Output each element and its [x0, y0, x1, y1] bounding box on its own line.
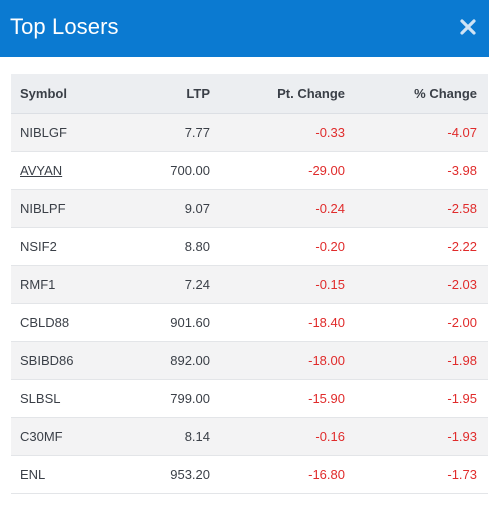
pt-change-cell: -18.40 [308, 314, 345, 330]
ltp-cell: 7.77 [184, 124, 210, 140]
ltp-cell: 8.80 [184, 238, 210, 254]
ltp-cell: 8.14 [184, 428, 210, 444]
pct-change-cell: -2.58 [447, 200, 477, 216]
symbol-cell: ENL [11, 455, 120, 493]
symbol-cell: NSIF2 [11, 227, 120, 265]
symbol-text: ENL [20, 466, 46, 482]
table-row: SBIBD86 892.00 -18.00 -1.98 [11, 341, 488, 379]
losers-table-wrapper: Symbol LTP Pt. Change % Change NIBLGF 7.7… [11, 74, 488, 494]
pct-change-cell: -1.73 [447, 466, 477, 482]
table-header-row: Symbol LTP Pt. Change % Change [11, 74, 488, 114]
symbol-cell: SBIBD86 [11, 341, 120, 379]
table-row: NIBLPF 9.07 -0.24 -2.58 [11, 189, 488, 227]
table-row: CBLD88 901.60 -18.40 -2.00 [11, 303, 488, 341]
symbol-text: C30MF [20, 428, 63, 444]
symbol-cell: RMF1 [11, 265, 120, 303]
pt-change-cell: -0.16 [315, 428, 345, 444]
symbol-text: NIBLPF [20, 200, 66, 216]
symbol-link[interactable]: AVYAN [20, 162, 63, 178]
symbol-text: NIBLGF [20, 124, 67, 140]
symbol-cell: NIBLGF [11, 113, 120, 151]
pct-change-cell: -1.95 [447, 390, 477, 406]
symbol-text: CBLD88 [20, 314, 70, 330]
pct-change-cell: -1.93 [447, 428, 477, 444]
symbol-cell: SLBSL [11, 379, 120, 417]
column-header-pt-change: Pt. Change [210, 74, 345, 114]
pct-change-cell: -2.00 [447, 314, 477, 330]
table-row: RMF1 7.24 -0.15 -2.03 [11, 265, 488, 303]
symbol-cell: AVYAN [11, 151, 120, 189]
symbol-text: NSIF2 [20, 238, 57, 254]
pt-change-cell: -18.00 [308, 352, 345, 368]
symbol-cell: NIBLPF [11, 189, 120, 227]
pt-change-cell: -29.00 [308, 162, 345, 178]
ltp-cell: 9.07 [184, 200, 210, 216]
modal-title: Top Losers [10, 14, 119, 39]
pt-change-cell: -0.24 [315, 200, 345, 216]
ltp-cell: 892.00 [170, 352, 210, 368]
table-row: AVYAN 700.00 -29.00 -3.98 [11, 151, 488, 189]
close-icon[interactable] [459, 18, 477, 36]
column-header-symbol: Symbol [11, 74, 120, 114]
ltp-cell: 901.60 [170, 314, 210, 330]
table-row: NIBLGF 7.77 -0.33 -4.07 [11, 113, 488, 151]
ltp-cell: 700.00 [170, 162, 210, 178]
table-row: NSIF2 8.80 -0.20 -2.22 [11, 227, 488, 265]
losers-table: Symbol LTP Pt. Change % Change NIBLGF 7.7… [11, 74, 488, 494]
table-row: C30MF 8.14 -0.16 -1.93 [11, 417, 488, 455]
pct-change-cell: -2.03 [447, 276, 477, 292]
column-header-ltp: LTP [120, 74, 210, 114]
symbol-text: SBIBD86 [20, 352, 74, 368]
pt-change-cell: -16.80 [308, 466, 345, 482]
ltp-cell: 7.24 [184, 276, 210, 292]
symbol-text: SLBSL [20, 390, 61, 406]
pt-change-cell: -0.33 [315, 124, 345, 140]
symbol-text: RMF1 [20, 276, 56, 292]
pct-change-cell: -4.07 [447, 124, 477, 140]
pct-change-cell: -1.98 [447, 352, 477, 368]
pct-change-cell: -3.98 [447, 162, 477, 178]
pt-change-cell: -0.15 [315, 276, 345, 292]
table-row: SLBSL 799.00 -15.90 -1.95 [11, 379, 488, 417]
pt-change-cell: -15.90 [308, 390, 345, 406]
symbol-cell: C30MF [11, 417, 120, 455]
pt-change-cell: -0.20 [315, 238, 345, 254]
ltp-cell: 953.20 [170, 466, 210, 482]
symbol-cell: CBLD88 [11, 303, 120, 341]
ltp-cell: 799.00 [170, 390, 210, 406]
modal-header: Top Losers [0, 0, 489, 57]
table-row: ENL 953.20 -16.80 -1.73 [11, 455, 488, 493]
column-header-pct-change: % Change [345, 74, 488, 114]
pct-change-cell: -2.22 [447, 238, 477, 254]
